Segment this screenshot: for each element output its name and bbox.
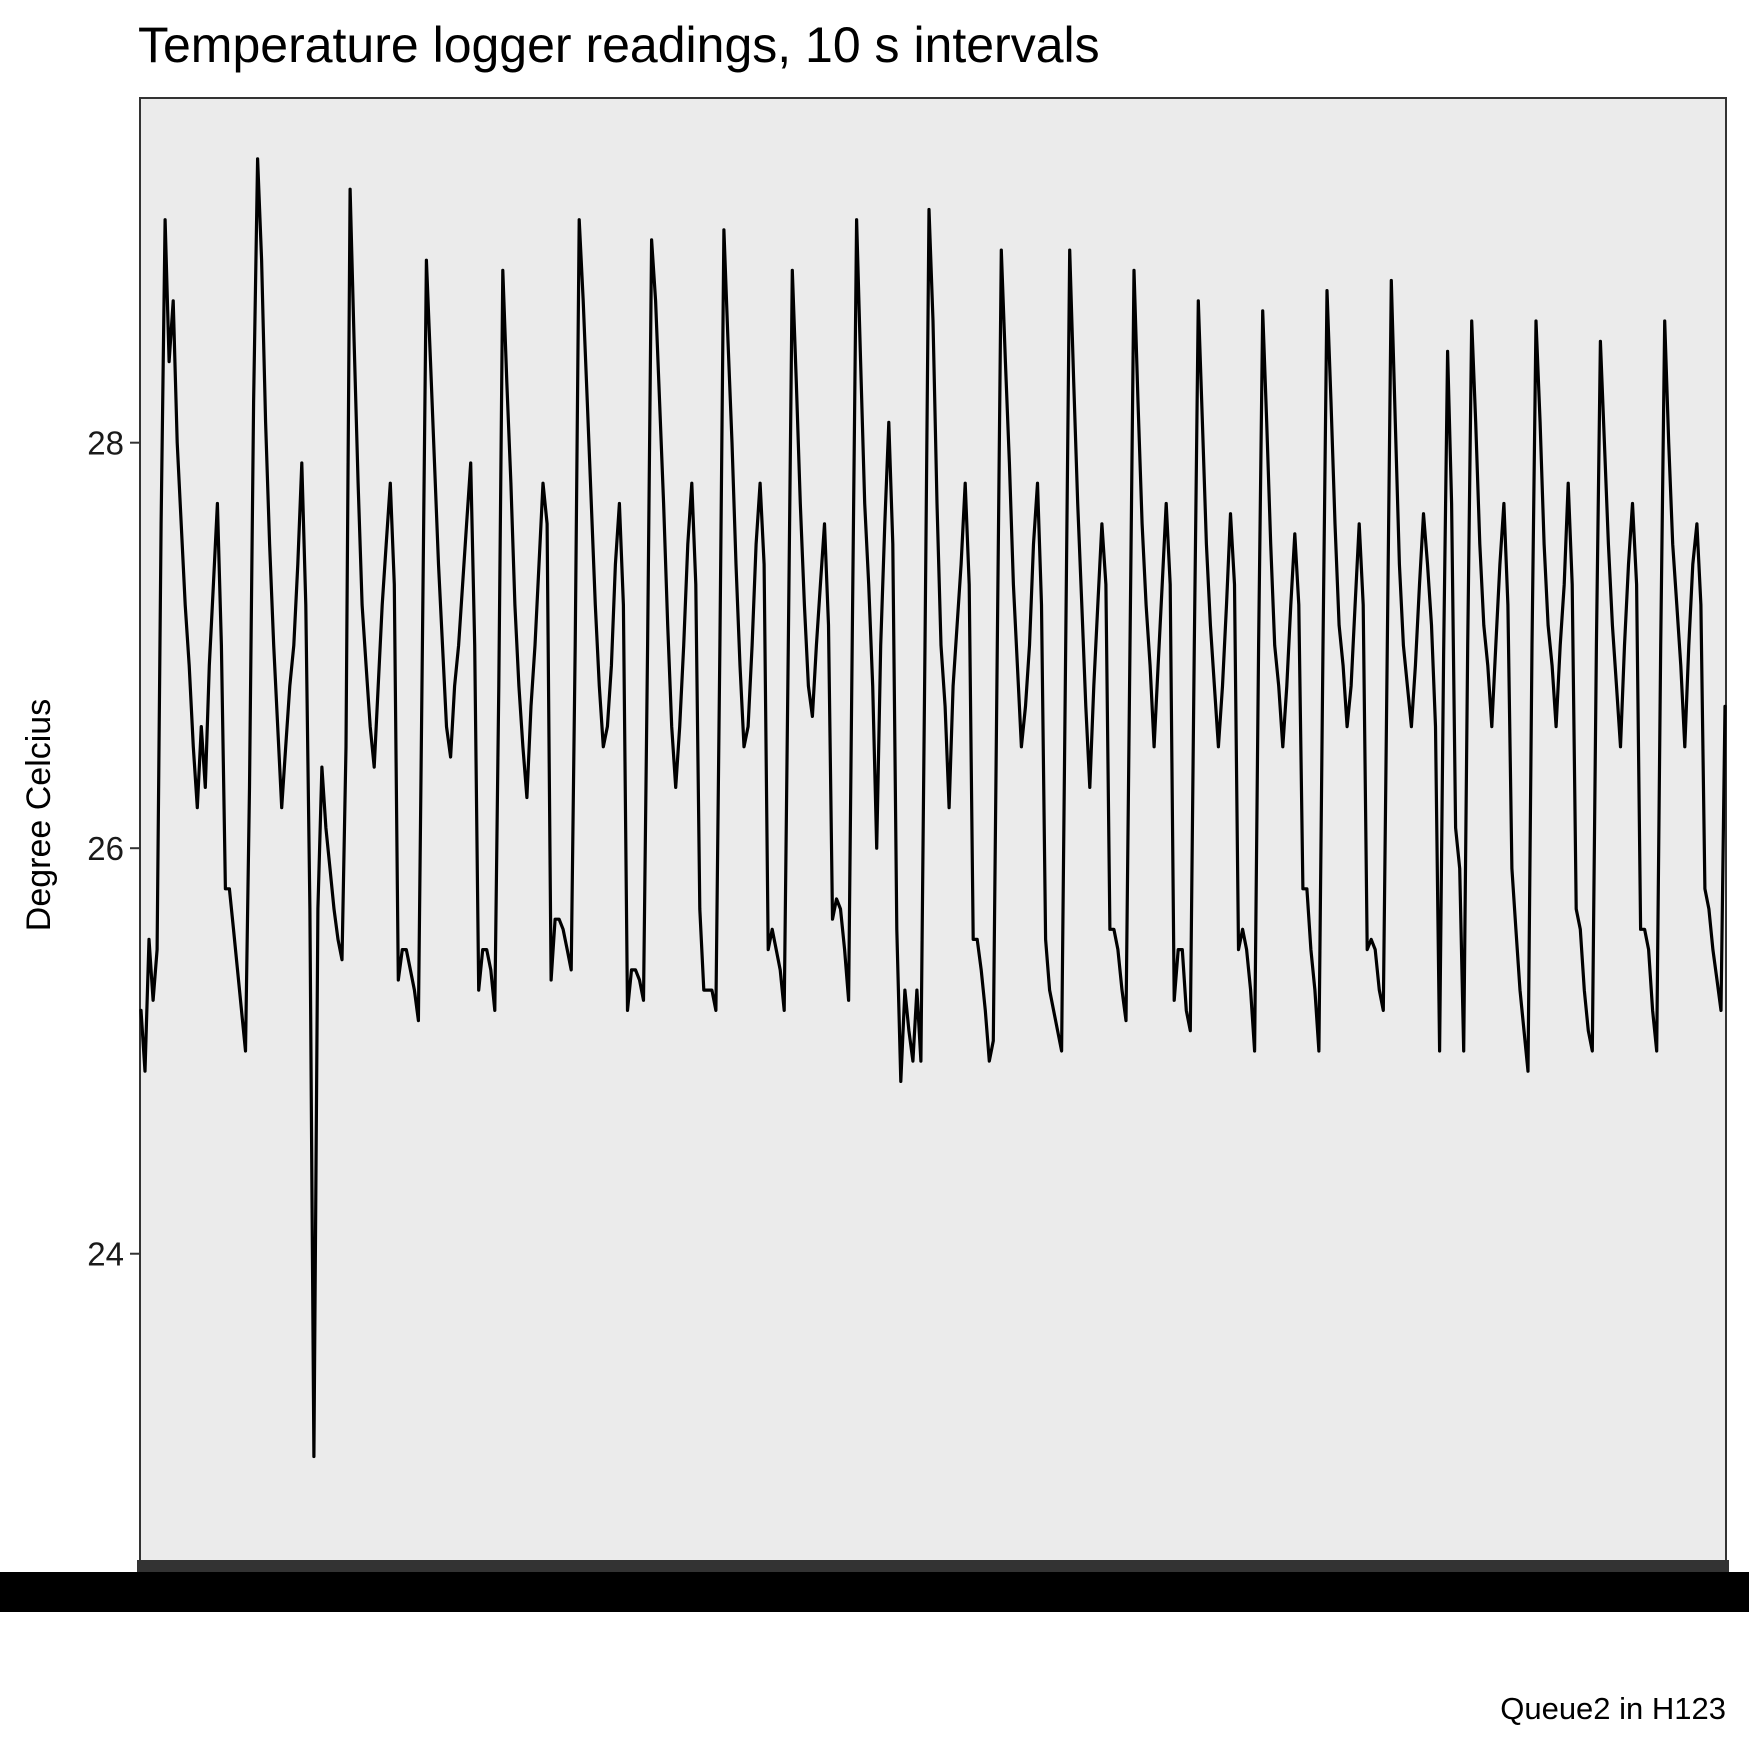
- chart-caption: Queue2 in H123: [1500, 1691, 1726, 1726]
- x-axis-band: [0, 1572, 1749, 1612]
- y-tick-label: 24: [87, 1236, 124, 1273]
- x-axis-line: [137, 1560, 1729, 1572]
- series-line: [139, 157, 1727, 1459]
- y-axis-title: Degree Celcius: [20, 699, 58, 931]
- y-tick-label: 28: [87, 425, 124, 462]
- y-tick-label: 26: [87, 830, 124, 867]
- chart-title: Temperature logger readings, 10 s interv…: [138, 17, 1100, 73]
- y-axis-ticks: 24 26 28: [87, 425, 140, 1273]
